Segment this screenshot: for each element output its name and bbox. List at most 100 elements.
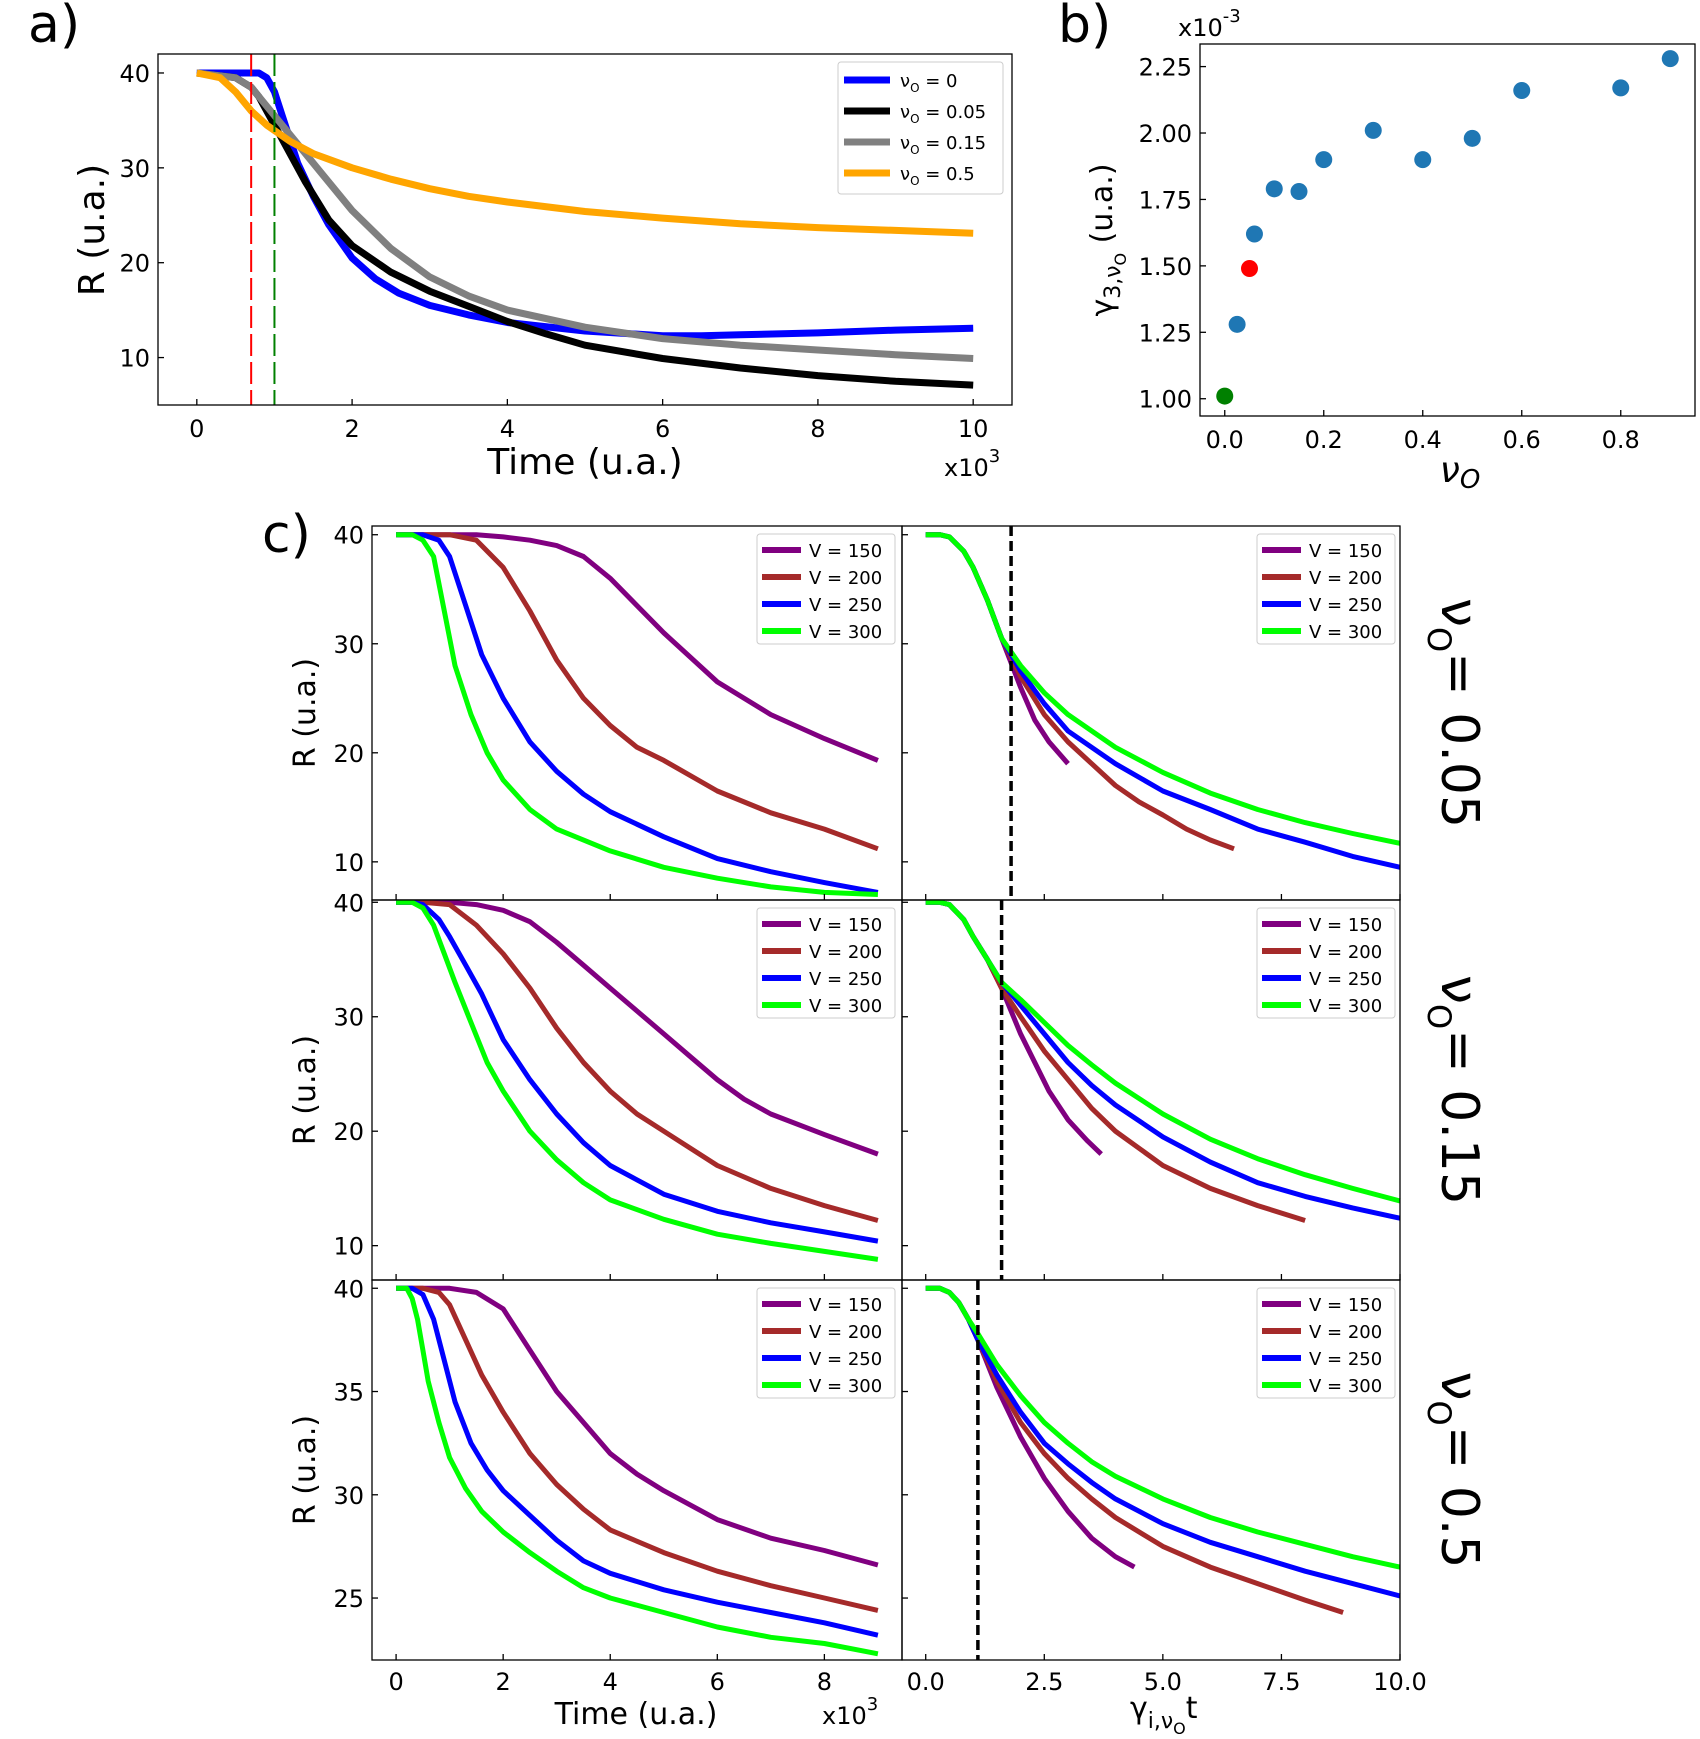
y-tick-label: 40 [333,1275,364,1303]
left-series-line-1 [396,1285,879,1613]
right-series-line-3 [925,899,1401,1204]
y-axis-label: R (u.a.) [288,1035,323,1145]
y-tick-label: 40 [119,60,150,88]
panel-b-letter: b) [1058,0,1111,55]
legend-label: V = 200 [809,942,882,963]
x-tick-label: 0.0 [907,1668,945,1696]
y-tick-label: 1.00 [1139,386,1192,414]
y-tick-label: 10 [119,345,150,373]
legend-label: V = 150 [809,1295,882,1316]
series-line-2 [196,69,974,362]
right-series-line-3 [925,1285,1401,1570]
x-tick-label: 10.0 [1373,1668,1426,1696]
legend-label: V = 250 [809,595,882,616]
legend-box [756,907,896,1019]
x-tick-label: 4 [500,415,515,443]
y-tick-label: 10 [333,1233,364,1261]
legend-label: V = 200 [809,1322,882,1343]
y-tick-label: 1.50 [1139,253,1192,281]
left-series-line-3 [396,899,879,1262]
legend-label: V = 300 [1309,622,1382,643]
legend-label: V = 200 [809,568,882,589]
panel-a: a) 0 2 4 6 8 10 10 20 30 40 Time (u.a.) R (u.a.) x103… [28,0,1013,483]
scatter-point-3 [1245,225,1263,243]
left-series-line-2 [396,1285,879,1638]
plot-frame [1199,43,1696,417]
scatter-point-8 [1414,151,1432,169]
left-series-line-3 [396,532,878,897]
x-tick-label: 0.6 [1503,426,1541,454]
x-tick-label: 5.0 [1144,1668,1182,1696]
y-tick-label: 30 [333,1482,364,1510]
y-tick-label: 2.00 [1139,120,1192,148]
right-plot-frame [901,1279,1401,1661]
x-tick-label: 0.2 [1305,426,1343,454]
left-series-line-0 [396,1285,879,1568]
series-line-0 [196,69,974,340]
legend-label: νO = 0.5 [900,164,975,188]
y-tick-label: 10 [333,849,364,877]
legend-box [837,61,1004,195]
legend-box [1256,1287,1396,1399]
panel-b: b) 0.0 0.2 0.4 0.6 0.8 1.00 1.25 1.50 1.75 2.00 2.2… [1058,0,1696,495]
y-axis-label: R (u.a.) [288,658,323,768]
x-tick-label: 8 [810,415,825,443]
left-series-line-2 [396,532,879,895]
y-tick-label: 30 [333,1004,364,1032]
scatter-point-2 [1241,260,1258,278]
scatter-point-0 [1216,387,1234,405]
y-tick-label: 2.25 [1139,54,1192,82]
x-tick-label: 2.5 [1025,1668,1063,1696]
x-tick-label: 6 [710,1668,725,1696]
y-multiplier: x10-3 [1178,6,1241,42]
scatter-point-1 [1228,315,1246,333]
series-line-3 [196,69,974,237]
scatter-point-10 [1513,82,1531,99]
row-side-label: νO= 0.5 [1420,1371,1489,1568]
legend-label: V = 300 [809,1376,882,1397]
x-tick-label: 0 [189,415,204,443]
plot-frame [157,53,1013,406]
scatter-point-5 [1290,182,1308,200]
legend-label: V = 250 [1309,969,1382,990]
y-tick-label: 30 [333,631,364,659]
left-series-line-3 [396,1285,879,1657]
legend-label: V = 200 [1309,1322,1382,1343]
x-axis-label: νO [1440,450,1481,495]
legend-box [1256,907,1396,1019]
scatter-point-12 [1661,50,1679,68]
y-tick-label: 30 [119,155,150,183]
panel-a-letter: a) [28,0,80,55]
y-tick-label: 1.25 [1139,319,1192,347]
y-tick-label: 20 [119,250,150,278]
panel-c-row-2: 25 30 35 40 R (u.a.) V = 150 V = 200 V = 250 V =… [288,1275,1489,1661]
x-tick-label: 0.0 [1206,426,1244,454]
legend-label: V = 300 [809,622,882,643]
legend-label: V = 150 [809,541,882,562]
right-series-line-0 [925,899,1103,1156]
legend-label: V = 300 [1309,1376,1382,1397]
y-axis-label: R (u.a.) [72,164,113,296]
x-tick-label: 7.5 [1262,1668,1300,1696]
left-series-line-1 [396,532,879,852]
x-tick-label: 2 [344,415,359,443]
left-series-line-1 [396,899,879,1223]
legend-label: V = 200 [1309,568,1382,589]
scatter-point-9 [1463,129,1481,147]
x-tick-label: 2 [496,1668,511,1696]
x-tick-label: 0.4 [1404,426,1442,454]
row-side-label: νO= 0.15 [1420,975,1489,1205]
x-tick-label: 0.8 [1602,426,1640,454]
right-series-line-0 [925,532,1070,766]
panel-c-row-1: 10 20 30 40 R (u.a.) V = 150 V = 200 V = 250 V =… [288,889,1489,1281]
y-tick-label: 20 [333,740,364,768]
y-tick-label: 20 [333,1118,364,1146]
legend-box [756,1287,896,1399]
legend-box [1256,533,1396,645]
x-tick-label: 10 [958,415,989,443]
legend-label: V = 150 [1309,915,1382,936]
legend-label: V = 200 [1309,942,1382,963]
panel-c-row-0: 10 20 30 40 R (u.a.) V = 150 V = 200 V = 250 V =… [288,522,1489,901]
